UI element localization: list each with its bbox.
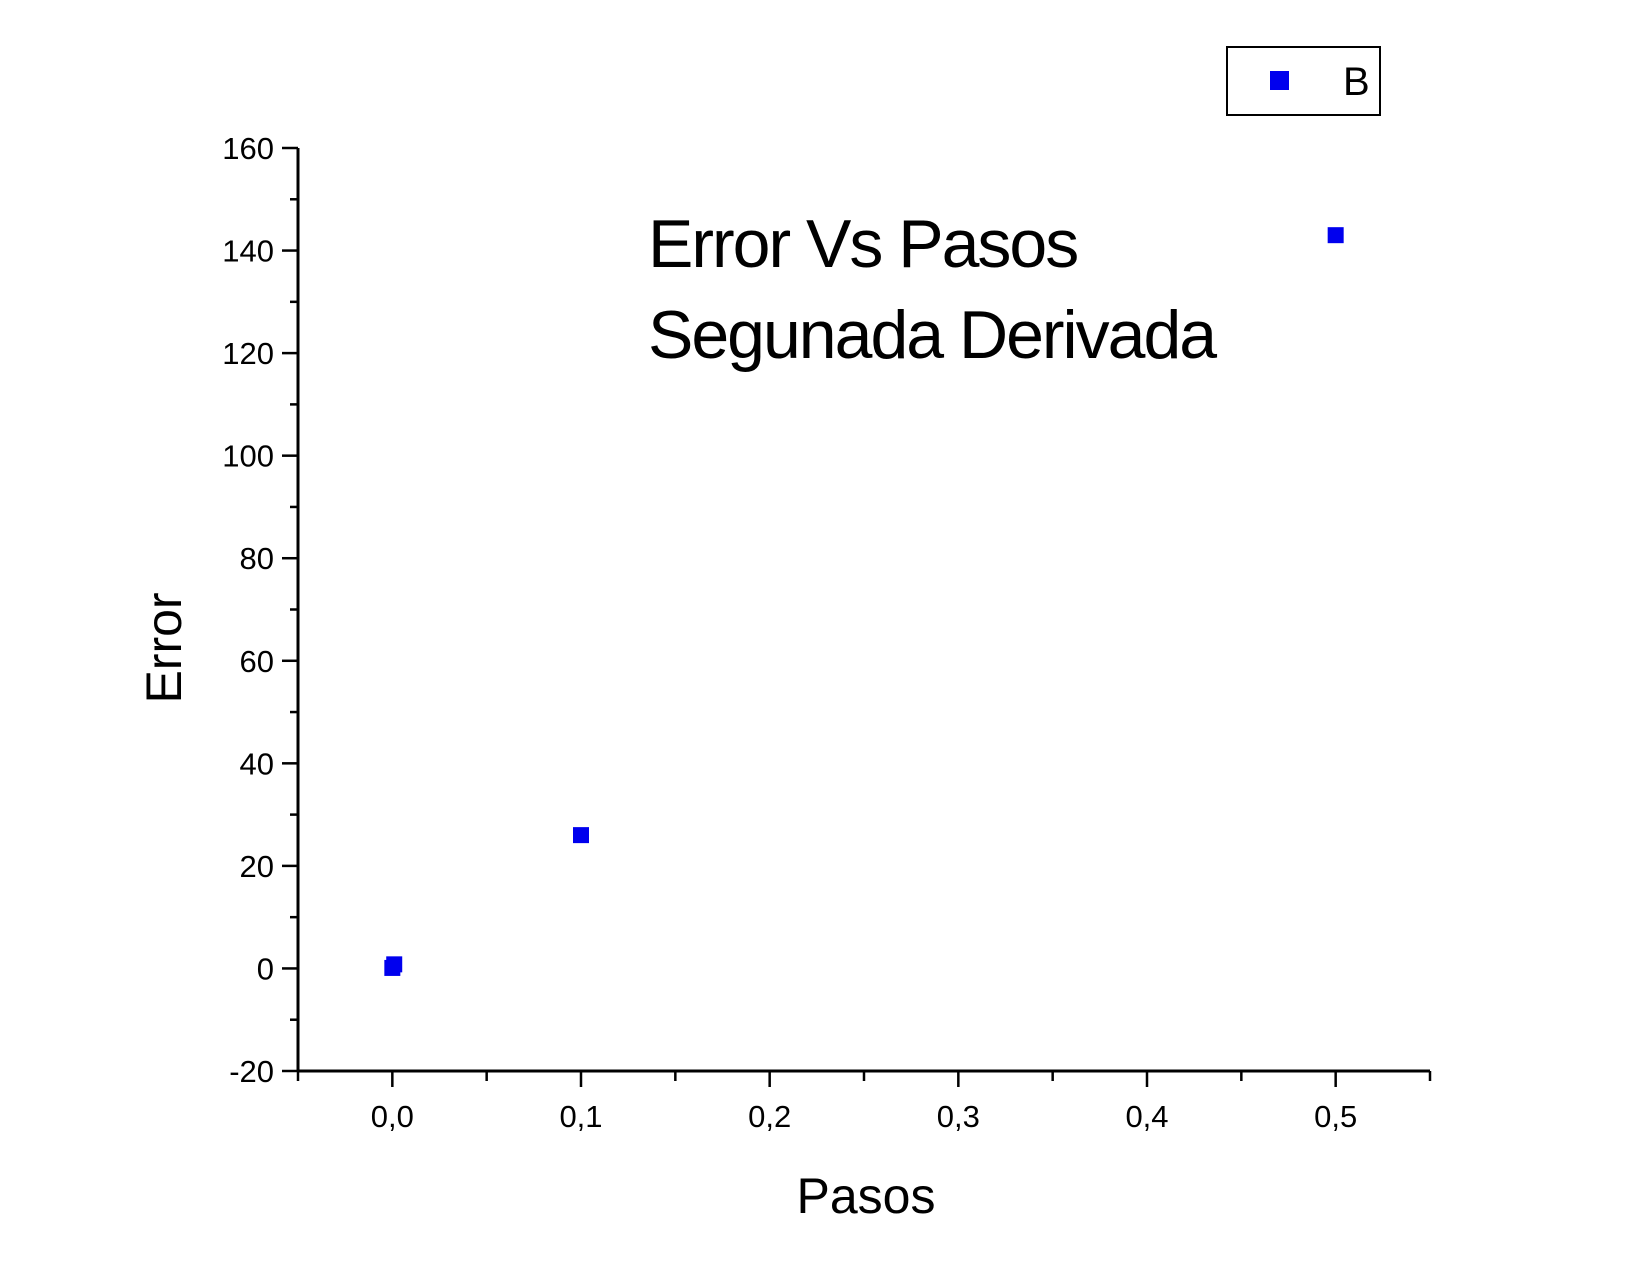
- x-tick-label: 0,4: [1125, 1099, 1168, 1134]
- y-tick-label: 100: [222, 439, 274, 474]
- data-point: [1327, 227, 1344, 244]
- x-tick-label: 0,5: [1314, 1099, 1357, 1134]
- y-tick-label: 60: [240, 644, 274, 679]
- y-tick-label: 80: [240, 541, 274, 576]
- y-tick-label: 20: [240, 849, 274, 884]
- y-tick-label: 0: [257, 951, 274, 986]
- y-axis-title: Error: [136, 592, 192, 703]
- y-tick-label: 160: [222, 131, 274, 166]
- annotation-line-2: Segunada Derivada: [648, 297, 1217, 373]
- x-tick-label: 0,3: [937, 1099, 980, 1134]
- y-tick-label: 140: [222, 234, 274, 269]
- y-tick-label: -20: [229, 1054, 274, 1089]
- x-axis-title: Pasos: [797, 1168, 936, 1224]
- data-point: [386, 956, 403, 973]
- legend-box: [1226, 46, 1381, 116]
- y-tick-label: 40: [240, 746, 274, 781]
- x-tick-label: 0,2: [748, 1099, 791, 1134]
- legend-label: B: [1343, 60, 1370, 104]
- y-tick-label: 120: [222, 336, 274, 371]
- x-tick-label: 0,1: [559, 1099, 602, 1134]
- data-points: [384, 227, 1344, 976]
- data-point: [573, 827, 589, 844]
- legend: B: [1226, 46, 1381, 116]
- legend-marker: [1270, 71, 1289, 90]
- x-tick-label: 0,0: [371, 1099, 414, 1134]
- annotation-line-1: Error Vs Pasos: [648, 206, 1077, 282]
- axes: -20 0 20 40 60 80 100 120 140 160 0,0 0,1 0,2 0,3 0,4 0…: [222, 131, 1432, 1134]
